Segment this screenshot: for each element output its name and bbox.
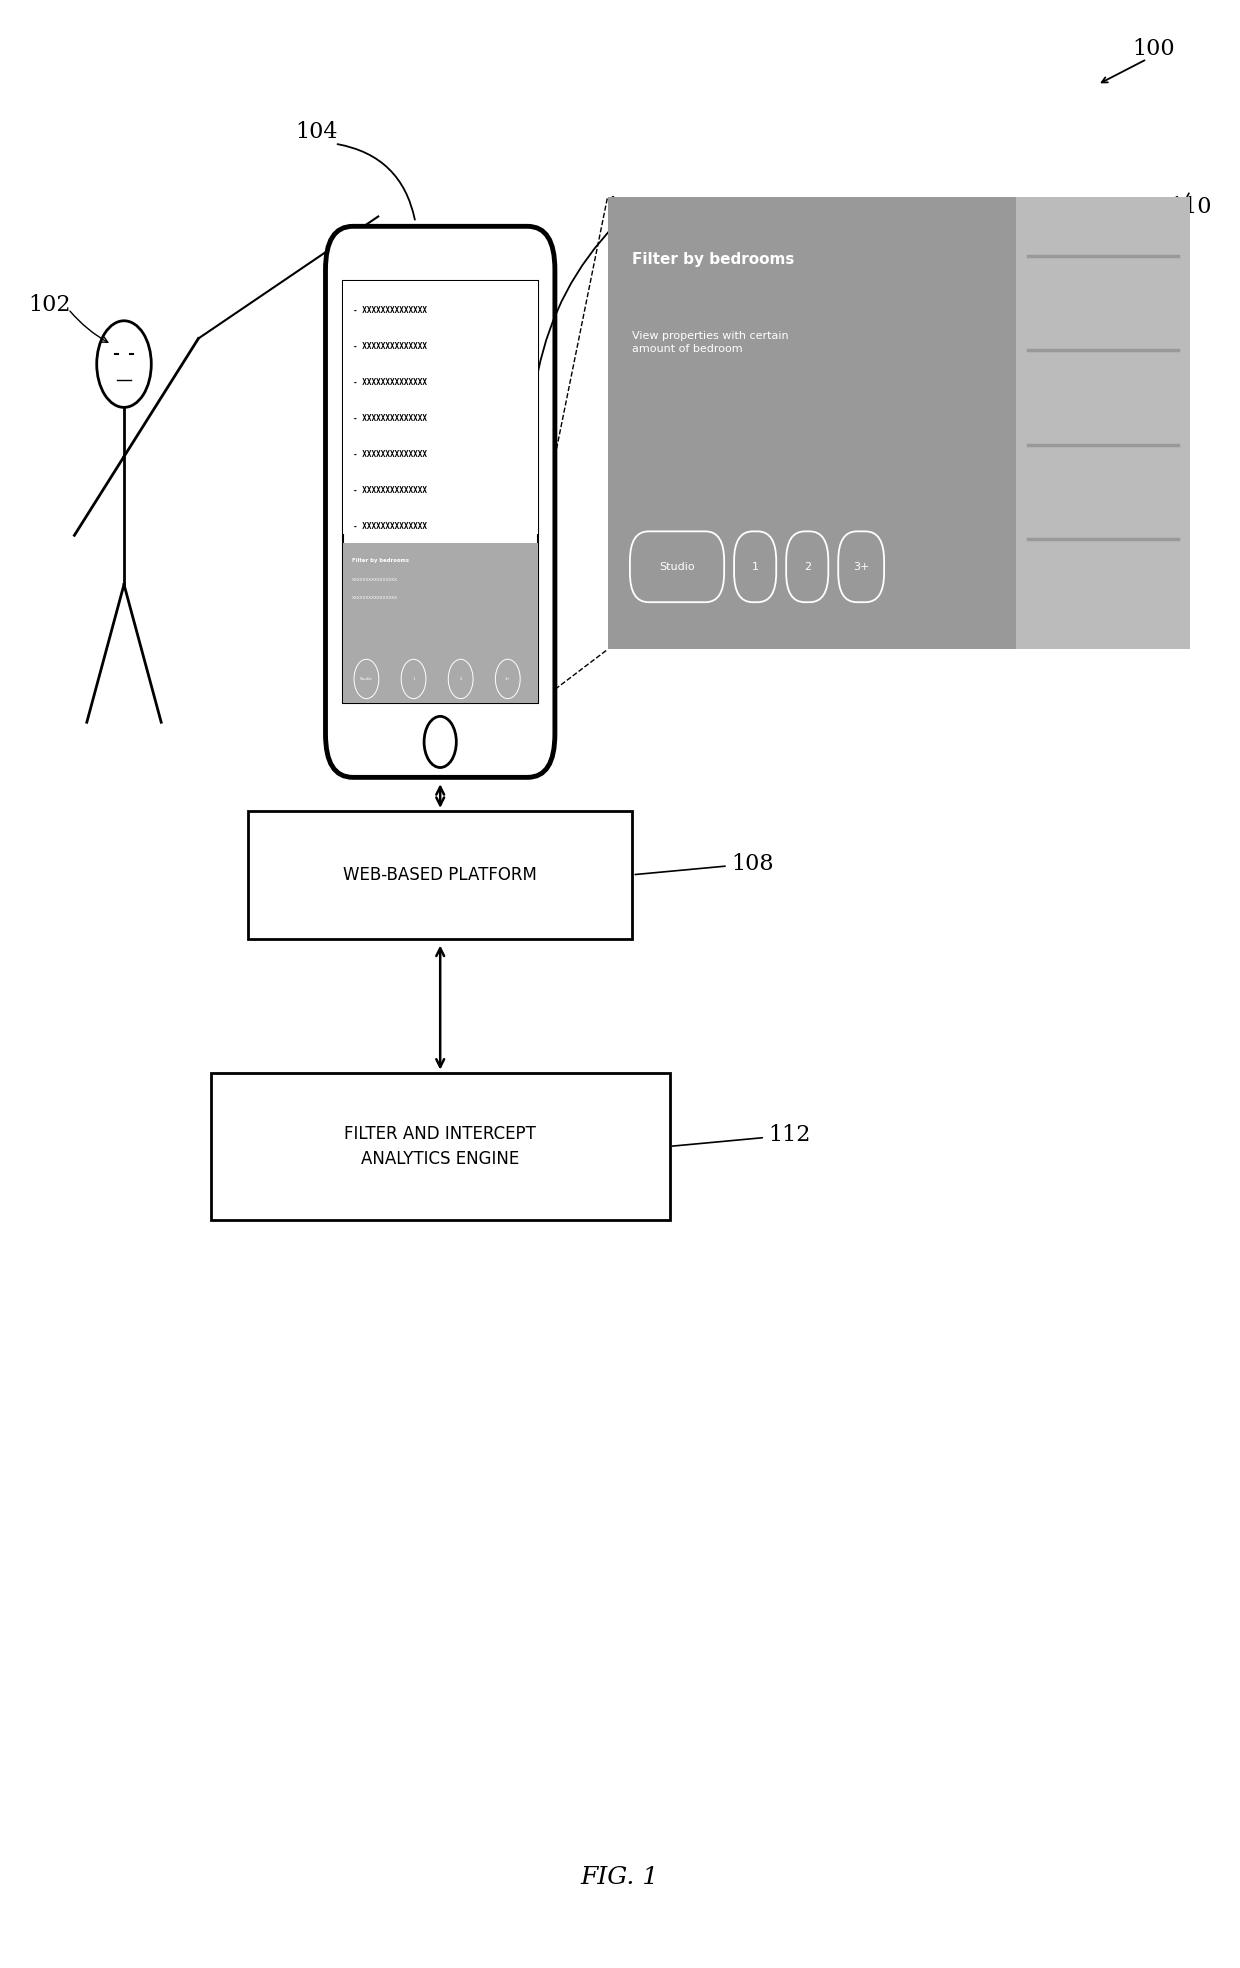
Text: Studio: Studio xyxy=(660,561,694,573)
Text: 1: 1 xyxy=(412,677,415,681)
Bar xyxy=(1016,197,1190,649)
Text: 108: 108 xyxy=(732,852,774,876)
Bar xyxy=(211,1073,670,1220)
FancyBboxPatch shape xyxy=(838,531,884,602)
Text: View properties with certain
amount of bedroom: View properties with certain amount of b… xyxy=(632,331,789,354)
Text: - XXXXXXXXXXXXXX: - XXXXXXXXXXXXXX xyxy=(352,378,427,388)
Text: FILTER AND INTERCEPT
ANALYTICS ENGINE: FILTER AND INTERCEPT ANALYTICS ENGINE xyxy=(345,1126,536,1167)
Text: XXXXXXXXXXXXXXXX: XXXXXXXXXXXXXXXX xyxy=(352,579,398,583)
Text: - XXXXXXXXXXXXXX: - XXXXXXXXXXXXXX xyxy=(352,451,427,459)
Text: 104: 104 xyxy=(295,120,337,144)
FancyBboxPatch shape xyxy=(325,226,556,777)
Text: 112: 112 xyxy=(769,1124,811,1147)
FancyBboxPatch shape xyxy=(786,531,828,602)
Text: 3+: 3+ xyxy=(505,677,511,681)
Text: - XXXXXXXXXXXXXX: - XXXXXXXXXXXXXX xyxy=(352,305,427,315)
Text: - XXXXXXXXXXXXXX: - XXXXXXXXXXXXXX xyxy=(352,342,427,350)
Bar xyxy=(608,197,1190,649)
Text: XXXXXXXXXXXXXXXX: XXXXXXXXXXXXXXXX xyxy=(352,596,398,600)
Bar xyxy=(342,281,538,533)
Text: Studio: Studio xyxy=(360,677,373,681)
Text: 1: 1 xyxy=(751,561,759,573)
Bar xyxy=(248,811,632,939)
Text: - XXXXXXXXXXXXXX: - XXXXXXXXXXXXXX xyxy=(352,413,427,423)
Text: 2: 2 xyxy=(459,677,463,681)
Bar xyxy=(342,543,538,703)
Text: - XXXXXXXXXXXXXX: - XXXXXXXXXXXXXX xyxy=(352,486,427,496)
Text: Filter by bedrooms: Filter by bedrooms xyxy=(352,559,408,563)
Text: 110: 110 xyxy=(1169,195,1211,218)
Text: WEB-BASED PLATFORM: WEB-BASED PLATFORM xyxy=(343,866,537,884)
Text: 100: 100 xyxy=(1132,37,1174,61)
Text: 106: 106 xyxy=(605,195,647,218)
Text: 102: 102 xyxy=(29,293,71,317)
Bar xyxy=(342,281,538,703)
FancyBboxPatch shape xyxy=(734,531,776,602)
Text: 2: 2 xyxy=(804,561,811,573)
FancyBboxPatch shape xyxy=(630,531,724,602)
Text: 3+: 3+ xyxy=(853,561,869,573)
Text: FIG. 1: FIG. 1 xyxy=(580,1866,660,1889)
Text: - XXXXXXXXXXXXXX: - XXXXXXXXXXXXXX xyxy=(352,522,427,531)
Text: Filter by bedrooms: Filter by bedrooms xyxy=(632,252,795,268)
